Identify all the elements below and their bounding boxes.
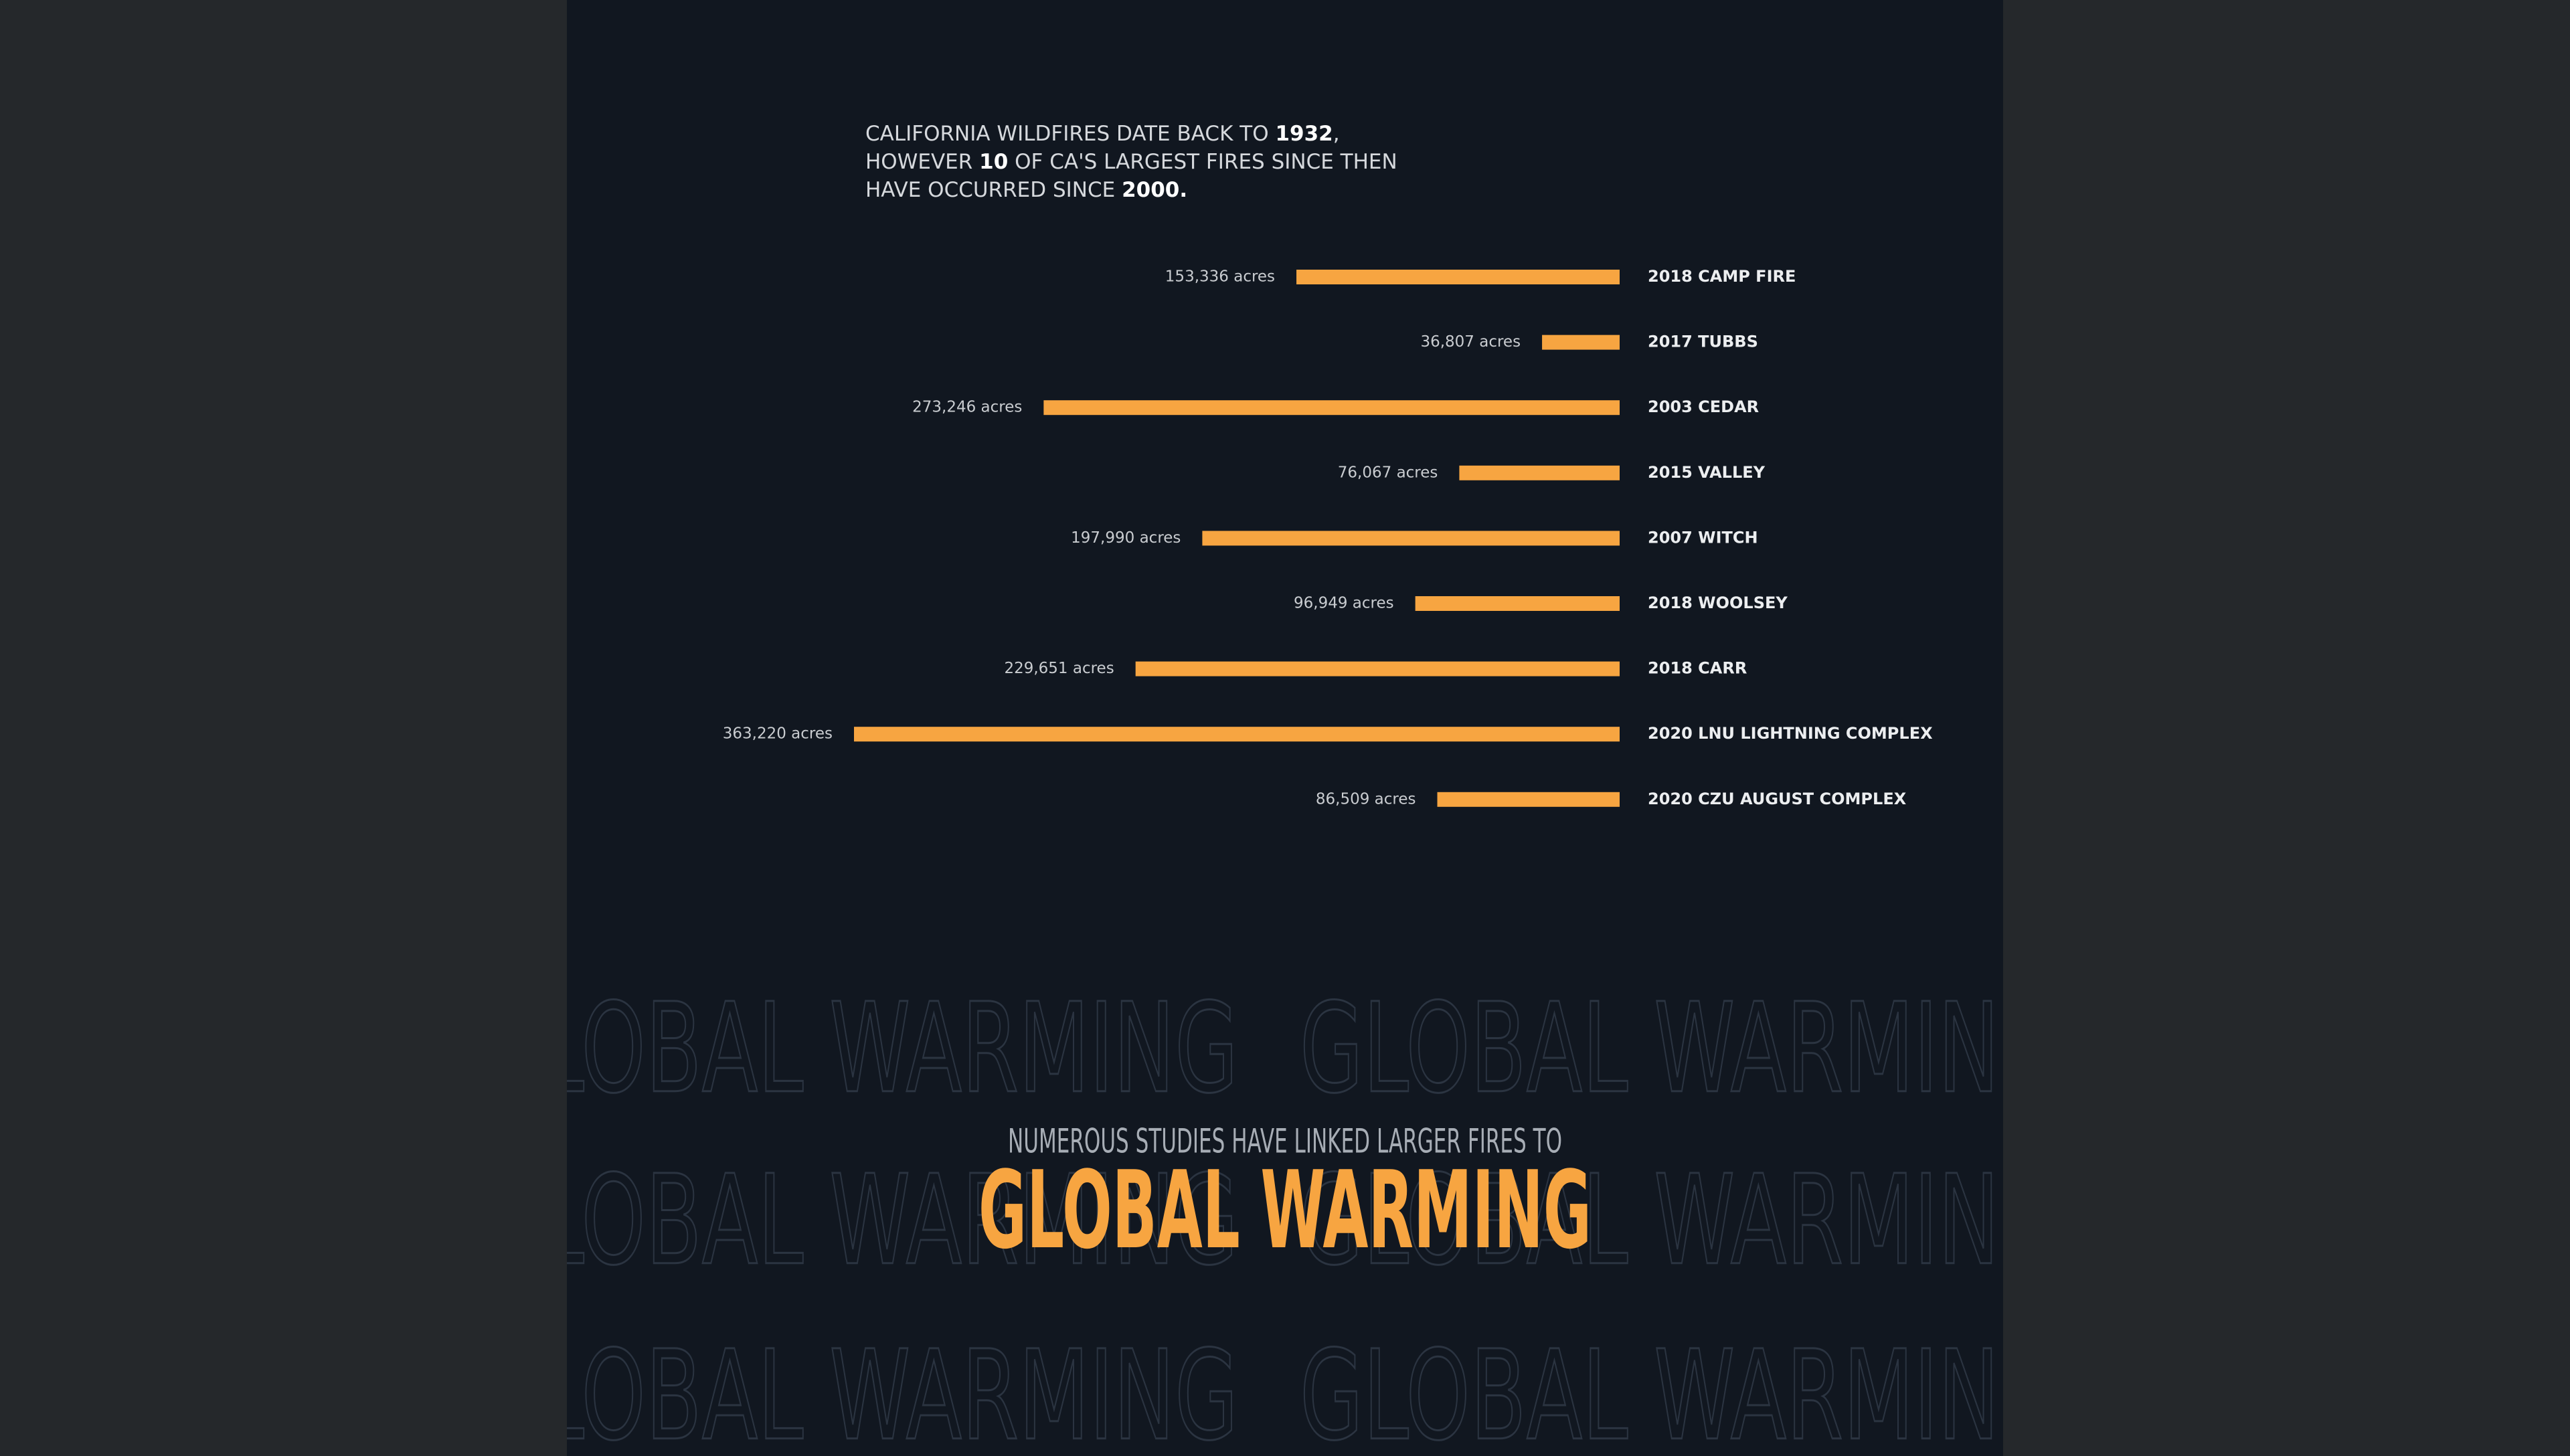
intro-segment: HOWEVER [865, 150, 979, 174]
value-label: 229,651 acres [1004, 660, 1114, 677]
category-label: 2015 VALLEY [1648, 463, 1766, 482]
intro-segment: 1932 [1275, 122, 1333, 146]
category-label: 2017 TUBBS [1648, 333, 1758, 351]
background-phrase: GLOBAL WARMING [1300, 1324, 2063, 1456]
bar [854, 727, 1620, 742]
footer-subtitle: NUMEROUS STUDIES HAVE LINKED LARGER FIRE… [1008, 1122, 1562, 1161]
value-label: 153,336 acres [1165, 268, 1275, 286]
intro-segment: HAVE OCCURRED SINCE [865, 178, 1122, 202]
intro-segment: 2000. [1122, 178, 1187, 202]
value-label: 197,990 acres [1071, 529, 1181, 547]
category-label: 2020 LNU LIGHTNING COMPLEX [1648, 724, 1933, 743]
background-phrase: GLOBAL WARMING [1300, 976, 2063, 1121]
value-label: 363,220 acres [723, 725, 833, 743]
intro-segment: 10 [979, 150, 1008, 174]
value-label: 86,509 acres [1316, 790, 1416, 808]
value-label: 273,246 acres [912, 399, 1022, 416]
value-label: 36,807 acres [1420, 333, 1521, 351]
chart: 153,336 acres 2018 CAMP FIRE 36,807 acres 2… [723, 267, 1933, 808]
footer-headline: GLOBAL WARMING [978, 1148, 1592, 1273]
category-label: 2020 CZU AUGUST COMPLEX [1648, 790, 1907, 808]
category-label: 2018 CAMP FIRE [1648, 267, 1796, 286]
background-phrase: GLOBAL WARMING [2124, 1148, 2570, 1293]
intro-line: HAVE OCCURRED SINCE 2000. [865, 178, 1187, 202]
category-label: 2003 CEDAR [1648, 397, 1759, 416]
bar [1542, 335, 1620, 350]
bar [1459, 465, 1620, 480]
value-label: 76,067 acres [1338, 464, 1438, 481]
intro-segment: , [1333, 122, 1340, 146]
intro: CALIFORNIA WILDFIRES DATE BACK TO 1932, H… [865, 122, 1397, 202]
category-label: 2007 WITCH [1648, 528, 1758, 547]
bar [1437, 792, 1620, 807]
bar [1135, 661, 1620, 676]
value-label: 96,949 acres [1294, 595, 1394, 612]
background-phrase: GLOBAL WARMING [475, 1324, 1238, 1456]
bar [1415, 596, 1620, 611]
background-phrase: GLOBAL WARMING [475, 1148, 1238, 1293]
category-label: 2018 WOOLSEY [1648, 594, 1788, 612]
background-phrase: GLOBAL WARMING [1300, 1148, 2063, 1293]
background-phrase: GLOBAL WARMING [2124, 1324, 2570, 1456]
intro-segment: CALIFORNIA WILDFIRES DATE BACK TO [865, 122, 1275, 146]
bar [1296, 270, 1620, 284]
category-label: 2018 CARR [1648, 659, 1747, 678]
background-phrase: GLOBAL WARMING [2124, 976, 2570, 1121]
intro-segment: OF CA'S LARGEST FIRES SINCE THEN [1008, 150, 1397, 174]
bar [1043, 400, 1620, 416]
intro-line: CALIFORNIA WILDFIRES DATE BACK TO 1932, [865, 122, 1340, 146]
background-phrase: GLOBAL WARMING [475, 976, 1238, 1121]
bar [1202, 531, 1620, 546]
intro-line: HOWEVER 10 OF CA'S LARGEST FIRES SINCE T… [865, 150, 1397, 174]
